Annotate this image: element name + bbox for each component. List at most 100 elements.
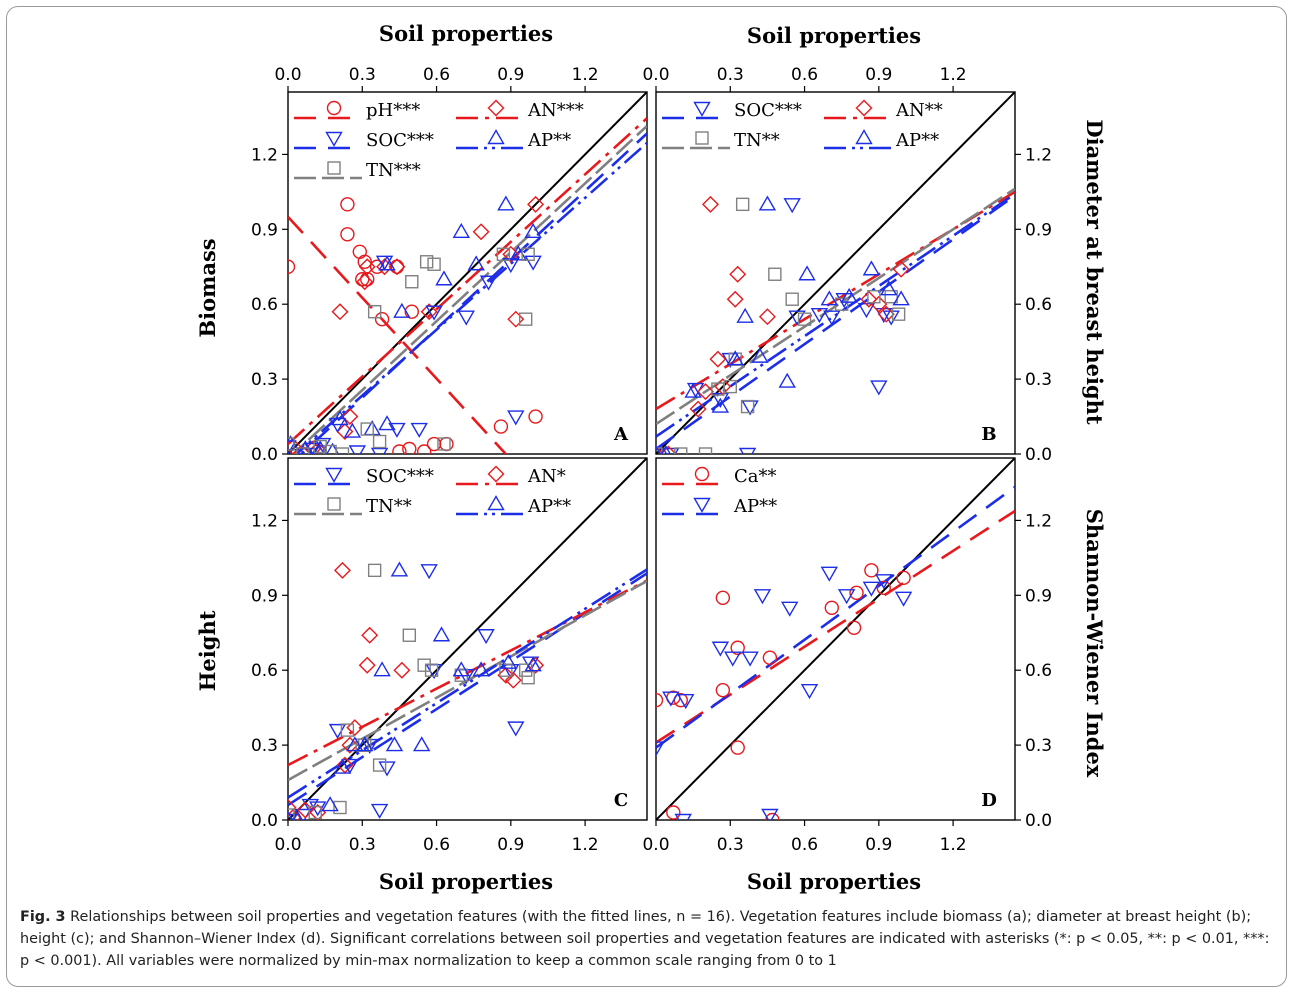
data-point [870,380,888,396]
data-point [820,566,839,582]
data-point [378,415,396,431]
data-point [390,561,409,577]
data-point [477,629,495,645]
figure-number: Fig. 3 [20,909,66,925]
data-point [846,620,862,635]
y-tick-label: 0.6 [1025,661,1052,681]
data-point [404,304,419,319]
data-point [321,796,339,812]
panel-letter: A [613,424,629,445]
x-tick-label: 0.9 [497,835,524,855]
data-point [684,382,702,398]
data-point [497,195,515,211]
data-point [333,758,352,774]
data-point [340,227,355,242]
data-point [870,295,888,313]
data-point [417,658,431,672]
y-tick-label: 0.6 [251,295,278,315]
data-point [308,805,322,820]
data-point [385,736,404,752]
data-point [876,580,891,596]
legend-label: SOC*** [734,100,802,121]
legend-label: AN*** [527,100,584,121]
data-point [340,723,355,737]
data-point [402,628,417,642]
data-point [499,653,518,669]
data-point [656,445,665,454]
data-point [358,656,376,674]
x-tick-label: 0.3 [349,835,376,855]
x-tick-label: 0.0 [642,65,669,85]
data-point [499,663,513,677]
legend-label: pH*** [366,100,420,121]
legend-marker [693,101,711,117]
data-point [788,310,806,326]
data-point [341,408,359,426]
fit-line-3 [656,192,1015,438]
x-tick-label: 0.0 [642,835,669,855]
panel-d-legend: Ca** AP** [662,466,777,517]
legend-marker [487,99,505,117]
fit-line-0 [288,215,508,454]
panel-a-plot-area [288,92,647,454]
data-point [524,222,542,239]
x-tick-label: 0.6 [423,65,450,85]
legend-label: AP** [527,496,571,517]
y-tick-label: 0.0 [251,445,278,465]
data-point [715,590,731,606]
data-point [778,372,796,388]
data-point [701,195,719,213]
data-point [472,661,490,677]
data-point [393,302,411,318]
data-point [410,422,428,438]
legend-label: SOC*** [366,130,434,151]
y-tick-label: 0.9 [251,220,278,240]
data-point [507,310,525,328]
x-tick-label: 1.2 [940,835,967,855]
identity-line [288,92,647,454]
x-tick-label: 0.3 [349,65,376,85]
data-point [288,808,295,820]
data-point [810,307,829,324]
panel-c-height: 0.0 0.0 0.3 0.3 0.6 0.6 0.9 0.9 1.2 1.2 SOC*** AN* T… [251,457,648,855]
fit-line-3 [294,141,647,454]
data-point [504,671,522,689]
data-point [524,656,542,672]
identity-line [656,458,1015,820]
data-point [894,591,913,607]
data-point [372,758,387,772]
data-point [697,383,715,401]
legend-label: AN* [527,466,566,487]
y-tick-label: 0.3 [251,736,278,756]
data-point [288,440,297,454]
data-point [432,626,451,642]
legend-marker [693,497,711,513]
x-tick-label: 0.3 [717,835,744,855]
data-point [378,255,396,271]
data-point [331,410,349,426]
data-point [880,280,898,296]
data-point [738,447,757,454]
data-point [296,801,314,819]
data-point [376,258,394,276]
data-point [862,260,881,276]
fit-line-1 [656,485,1015,749]
data-point [393,661,411,679]
bottom-axis-title-right: Soil properties [747,869,921,894]
data-point [358,258,376,276]
data-point [892,290,910,306]
legend-marker [855,129,873,145]
data-point [864,563,879,578]
legend-marker [487,495,505,511]
panel-b-legend: SOC*** AN** TN** AP** [662,99,943,151]
data-point [689,400,707,418]
y-axis-title-dbh: Diameter at breast height [1082,119,1107,425]
data-point [862,581,881,597]
y-tick-label: 1.2 [1025,145,1052,165]
data-point [378,761,396,777]
data-point [425,305,443,321]
data-point [711,641,730,657]
data-point [457,310,475,326]
legend-label: AP** [733,496,777,517]
panel-c-legend: SOC*** AN* TN** AP** [294,465,571,517]
